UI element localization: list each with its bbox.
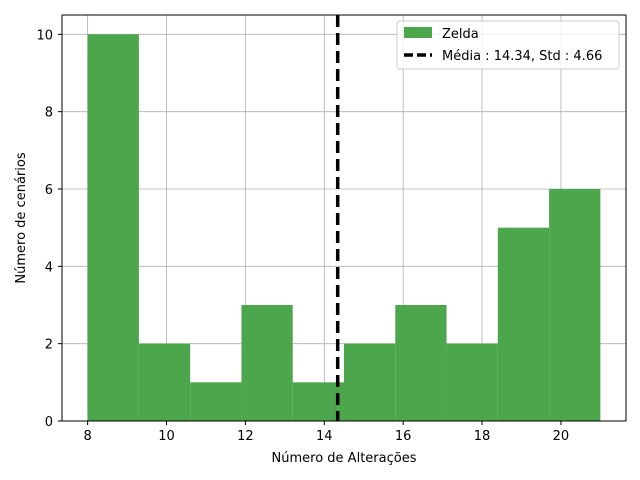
histogram-bar xyxy=(190,382,242,421)
legend: Zelda Média : 14.34, Std : 4.66 xyxy=(396,20,620,70)
histogram-bar xyxy=(395,305,447,421)
histogram-bars xyxy=(87,34,601,421)
histogram-bar xyxy=(241,305,293,421)
y-tick-label: 2 xyxy=(45,338,53,353)
x-tick-label: 12 xyxy=(237,429,254,444)
legend-label-zelda: Zelda xyxy=(442,27,479,42)
histogram-bar xyxy=(87,34,139,421)
x-tick-label: 8 xyxy=(83,429,91,444)
y-tick-label: 4 xyxy=(45,260,53,275)
x-axis-label: Número de Alterações xyxy=(272,451,417,466)
y-axis-label: Número de cenários xyxy=(14,152,29,283)
y-axis-ticks: 0 2 4 6 8 10 xyxy=(36,28,62,430)
histogram-bar xyxy=(292,382,344,421)
histogram-bar xyxy=(138,343,191,421)
x-axis-ticks: 8 10 12 14 16 18 20 xyxy=(83,421,569,444)
x-tick-label: 10 xyxy=(158,429,175,444)
histogram-bar xyxy=(497,227,550,421)
legend-box xyxy=(396,20,620,70)
y-tick-label: 6 xyxy=(45,183,53,198)
histogram-bar xyxy=(549,189,601,421)
histogram-bar xyxy=(344,343,396,421)
x-tick-label: 16 xyxy=(395,429,412,444)
x-tick-label: 18 xyxy=(474,429,491,444)
histogram-bar xyxy=(446,343,498,421)
plot-frame xyxy=(61,14,627,422)
legend-label-mean: Média : 14.34, Std : 4.66 xyxy=(442,49,602,64)
x-tick-label: 20 xyxy=(553,429,570,444)
x-tick-label: 14 xyxy=(316,429,333,444)
y-tick-label: 8 xyxy=(45,106,53,121)
y-tick-label: 10 xyxy=(36,28,53,43)
y-tick-label: 0 xyxy=(45,415,53,430)
legend-swatch-zelda xyxy=(404,27,432,38)
